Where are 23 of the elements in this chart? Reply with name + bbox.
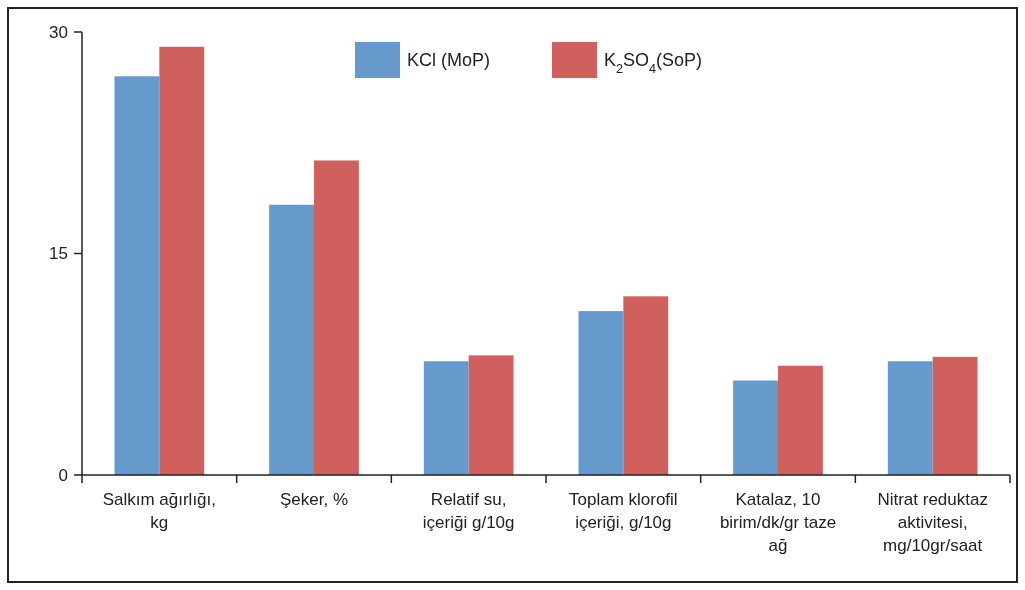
x-tick-label: Salkım ağırlığı, kg (102, 490, 217, 532)
bar (159, 46, 205, 475)
bar (887, 361, 933, 475)
bar (423, 361, 469, 475)
x-tick-label: Toplam klorofil içeriği, g/10g (569, 490, 678, 532)
bar (623, 296, 669, 475)
bar (578, 311, 624, 475)
bar (468, 355, 514, 475)
bar (114, 76, 160, 475)
x-tick-label: Şeker, % (279, 490, 349, 509)
bar (269, 204, 314, 475)
legend-label: KCl (MoP) (407, 50, 491, 71)
bar (778, 365, 823, 475)
x-tick-label: Relatif su, içeriği g/10g (422, 490, 515, 532)
y-tick-label: 30 (49, 22, 68, 42)
bar (314, 160, 359, 475)
bar (733, 380, 778, 475)
x-tick-label: Katalaz, 10 birim/dk/gr taze ağ (719, 490, 837, 555)
x-tick-label: Nitrat reduktaz aktivitesi, mg/10gr/saat (877, 490, 988, 555)
legend-label: K$_{2}$SO$_{4}$(SoP) (604, 50, 703, 77)
bar (932, 356, 978, 475)
y-tick-label: 0 (58, 465, 68, 485)
y-tick-label: 15 (49, 244, 68, 264)
